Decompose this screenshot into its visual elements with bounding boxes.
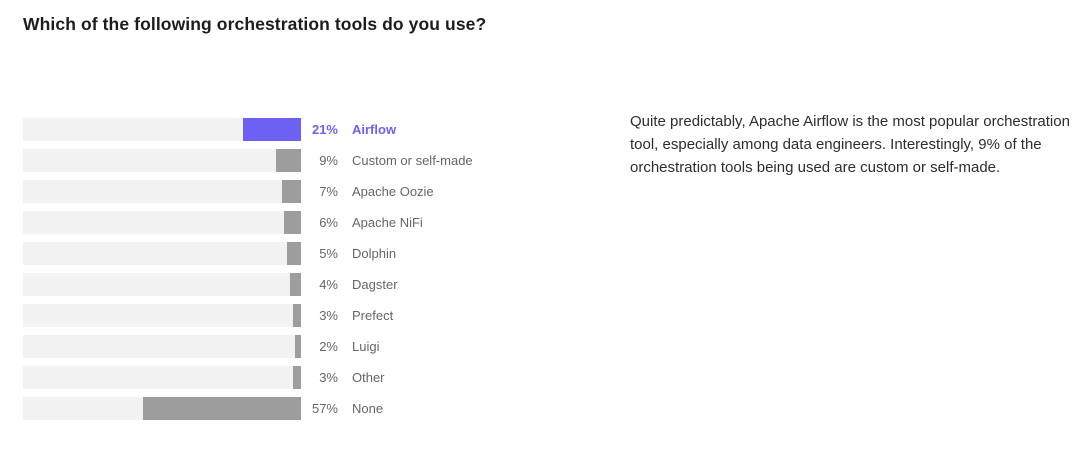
bar-value-label: 6%	[319, 215, 338, 230]
bar-fill	[142, 397, 301, 420]
bar-category-label: None	[352, 401, 384, 416]
bar-fill	[292, 366, 301, 389]
bar-category-label: Apache Oozie	[352, 184, 434, 199]
bar-category-label: Other	[352, 370, 385, 385]
bar-track	[23, 335, 301, 358]
bar-fill	[292, 304, 301, 327]
bar-row: 9% Custom or self-made	[23, 149, 473, 172]
bar-value-label: 2%	[319, 339, 338, 354]
bar-track	[23, 180, 301, 203]
bar-row: 3% Prefect	[23, 304, 473, 327]
bar-track	[23, 397, 301, 420]
bar-fill	[295, 335, 301, 358]
bar-category-label: Dolphin	[352, 246, 397, 261]
bar-value-label: 9%	[319, 153, 338, 168]
bar-track	[23, 211, 301, 234]
bar-category-label: Prefect	[352, 308, 394, 323]
bar-track	[23, 366, 301, 389]
chart-title: Which of the following orchestration too…	[23, 14, 487, 34]
bar-value-label: 57%	[311, 401, 338, 416]
bar-value-label: 3%	[319, 370, 338, 385]
bar-row: 5% Dolphin	[23, 242, 473, 265]
bar-fill	[289, 273, 301, 296]
bar-value-label: 4%	[319, 277, 338, 292]
bar-category-label: Dagster	[352, 277, 398, 292]
bar-value-label: 3%	[319, 308, 338, 323]
bar-fill	[275, 149, 301, 172]
bar-track	[23, 149, 301, 172]
bar-track	[23, 273, 301, 296]
bar-category-label: Airflow	[352, 122, 397, 137]
bar-row: 57% None	[23, 397, 473, 420]
bar-category-label: Custom or self-made	[352, 153, 473, 168]
bar-value-label: 5%	[319, 246, 338, 261]
bar-value-label: 7%	[319, 184, 338, 199]
bar-track	[23, 118, 301, 141]
commentary-text: Quite predictably, Apache Airflow is the…	[630, 113, 1070, 176]
bar-fill	[284, 211, 301, 234]
bar-chart: 21% Airflow 9% Custom or self-made 7% Ap…	[23, 118, 473, 428]
bar-rows: 21% Airflow 9% Custom or self-made 7% Ap…	[23, 118, 473, 420]
bar-fill	[242, 118, 301, 141]
bar-row: 3% Other	[23, 366, 473, 389]
bar-row: 7% Apache Oozie	[23, 180, 473, 203]
bar-row: 2% Luigi	[23, 335, 473, 358]
bar-track	[23, 242, 301, 265]
bar-row: 21% Airflow	[23, 118, 473, 141]
bar-track	[23, 304, 301, 327]
bar-row: 4% Dagster	[23, 273, 473, 296]
bar-category-label: Apache NiFi	[352, 215, 423, 230]
bar-fill	[287, 242, 301, 265]
bar-value-label: 21%	[311, 122, 338, 137]
bar-category-label: Luigi	[352, 339, 380, 354]
bar-fill	[281, 180, 301, 203]
bar-row: 6% Apache NiFi	[23, 211, 473, 234]
